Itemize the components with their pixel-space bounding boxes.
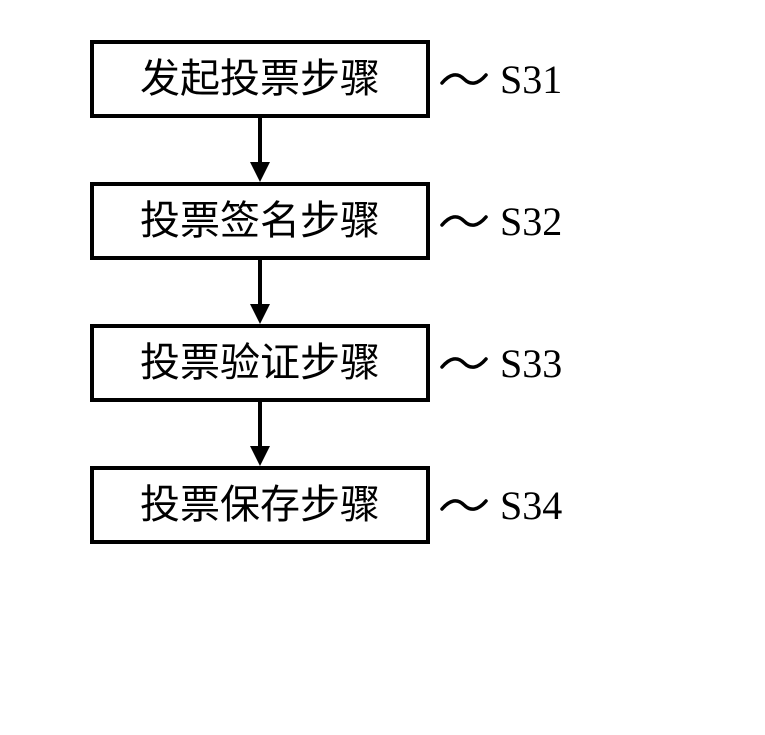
- flow-label-wrap: S31: [440, 56, 562, 103]
- flow-label-text: S34: [500, 482, 562, 529]
- flow-label-wrap: S32: [440, 198, 562, 245]
- flow-box-text: 投票签名步骤: [140, 197, 380, 245]
- flowchart-container: 发起投票步骤 S31 投票签名步骤 S32: [90, 40, 562, 544]
- flow-label-text: S33: [500, 340, 562, 387]
- flow-arrow: [90, 118, 430, 182]
- arrow-down-icon: [245, 260, 275, 324]
- flow-node-s33: 投票验证步骤 S33: [90, 324, 562, 402]
- flow-box-text: 投票保存步骤: [140, 481, 380, 529]
- flow-node-s32: 投票签名步骤 S32: [90, 182, 562, 260]
- flow-arrow: [90, 260, 430, 324]
- flow-box: 投票签名步骤: [90, 182, 430, 260]
- flow-box-text: 发起投票步骤: [140, 55, 380, 103]
- tilde-icon: [440, 213, 488, 229]
- tilde-icon: [440, 355, 488, 371]
- arrow-down-icon: [245, 402, 275, 466]
- flow-box: 发起投票步骤: [90, 40, 430, 118]
- tilde-icon: [440, 71, 488, 87]
- flow-label-text: S31: [500, 56, 562, 103]
- flow-label-text: S32: [500, 198, 562, 245]
- flow-box: 投票保存步骤: [90, 466, 430, 544]
- flow-arrow: [90, 402, 430, 466]
- flow-node-s34: 投票保存步骤 S34: [90, 466, 562, 544]
- flow-box: 投票验证步骤: [90, 324, 430, 402]
- flow-label-wrap: S34: [440, 482, 562, 529]
- flow-node-s31: 发起投票步骤 S31: [90, 40, 562, 118]
- arrow-down-icon: [245, 118, 275, 182]
- tilde-icon: [440, 497, 488, 513]
- flow-box-text: 投票验证步骤: [140, 339, 380, 387]
- flow-label-wrap: S33: [440, 340, 562, 387]
